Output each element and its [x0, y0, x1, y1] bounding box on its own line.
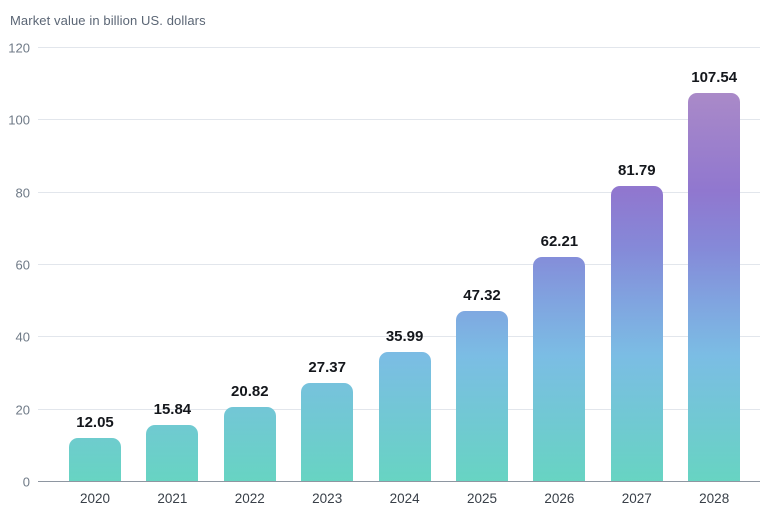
value-label-2027: 81.79 — [618, 162, 656, 180]
value-label-2022: 20.82 — [231, 382, 269, 400]
bar-2023 — [301, 383, 354, 482]
gridline-y-40 — [38, 336, 760, 338]
y-tick-label-0: 0 — [22, 474, 30, 490]
value-label-2021: 15.84 — [153, 400, 192, 418]
x-label-2026: 2026 — [544, 491, 575, 506]
y-tick-label-20: 20 — [15, 402, 30, 418]
value-label-2023: 27.37 — [308, 359, 346, 377]
value-label-2020: 12.05 — [76, 414, 114, 432]
value-label-2026: 62.21 — [540, 233, 579, 251]
bar-2022 — [223, 406, 276, 482]
y-tick-label-120: 120 — [8, 40, 30, 56]
y-tick-label-80: 80 — [15, 185, 30, 201]
bar-2028 — [688, 93, 741, 482]
x-axis-line — [38, 480, 760, 482]
bar-2021 — [146, 424, 199, 482]
y-tick-label-60: 60 — [15, 257, 30, 273]
value-label-2024: 35.99 — [385, 327, 424, 345]
y-tick-label-100: 100 — [8, 112, 30, 128]
x-label-2023: 2023 — [312, 491, 343, 506]
gridline-y-60 — [38, 264, 760, 265]
x-label-2021: 2021 — [157, 491, 188, 506]
bar-2026 — [533, 257, 586, 482]
x-label-2027: 2027 — [621, 491, 652, 506]
gridline-y-120 — [38, 47, 760, 48]
x-label-2020: 2020 — [79, 491, 111, 506]
bar-2024 — [378, 351, 431, 482]
gridline-y-80 — [38, 191, 760, 193]
chart-title: Market value in billion US. dollars — [10, 13, 206, 28]
value-label-2028: 107.54 — [691, 69, 738, 87]
plot-area: 12.05 15.84 20.82 27.37 35.99 47.32 62.21 81.79… — [38, 47, 760, 482]
bar-2027 — [610, 186, 663, 482]
y-tick-label-40: 40 — [15, 329, 30, 345]
bar-2020 — [69, 438, 121, 482]
gridline-y-100 — [38, 119, 760, 121]
x-label-2024: 2024 — [389, 491, 420, 506]
x-label-2022: 2022 — [234, 491, 265, 506]
value-label-2025: 47.32 — [463, 286, 501, 304]
x-label-2028: 2028 — [699, 491, 730, 506]
bar-2025 — [456, 310, 508, 482]
x-label-2025: 2025 — [466, 491, 498, 506]
